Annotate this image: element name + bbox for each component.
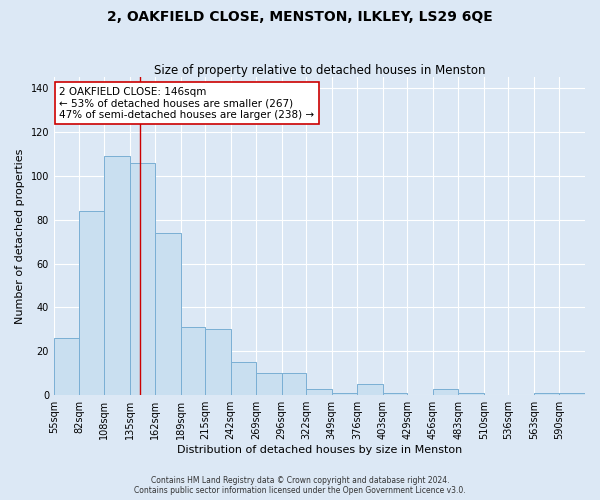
Bar bbox=[181, 327, 205, 395]
Y-axis label: Number of detached properties: Number of detached properties bbox=[15, 148, 25, 324]
Bar bbox=[534, 393, 559, 395]
Bar bbox=[230, 362, 256, 395]
Bar bbox=[357, 384, 383, 395]
Text: Contains HM Land Registry data © Crown copyright and database right 2024.
Contai: Contains HM Land Registry data © Crown c… bbox=[134, 476, 466, 495]
X-axis label: Distribution of detached houses by size in Menston: Distribution of detached houses by size … bbox=[177, 445, 462, 455]
Bar bbox=[458, 393, 484, 395]
Bar bbox=[559, 393, 585, 395]
Bar bbox=[281, 374, 306, 395]
Bar bbox=[383, 393, 407, 395]
Bar bbox=[130, 162, 155, 395]
Bar bbox=[332, 393, 357, 395]
Title: Size of property relative to detached houses in Menston: Size of property relative to detached ho… bbox=[154, 64, 485, 77]
Bar bbox=[54, 338, 79, 395]
Bar bbox=[306, 388, 332, 395]
Text: 2, OAKFIELD CLOSE, MENSTON, ILKLEY, LS29 6QE: 2, OAKFIELD CLOSE, MENSTON, ILKLEY, LS29… bbox=[107, 10, 493, 24]
Bar bbox=[433, 388, 458, 395]
Bar bbox=[205, 330, 230, 395]
Text: 2 OAKFIELD CLOSE: 146sqm
← 53% of detached houses are smaller (267)
47% of semi-: 2 OAKFIELD CLOSE: 146sqm ← 53% of detach… bbox=[59, 86, 314, 120]
Bar bbox=[79, 211, 104, 395]
Bar bbox=[256, 374, 281, 395]
Bar bbox=[155, 233, 181, 395]
Bar bbox=[104, 156, 130, 395]
